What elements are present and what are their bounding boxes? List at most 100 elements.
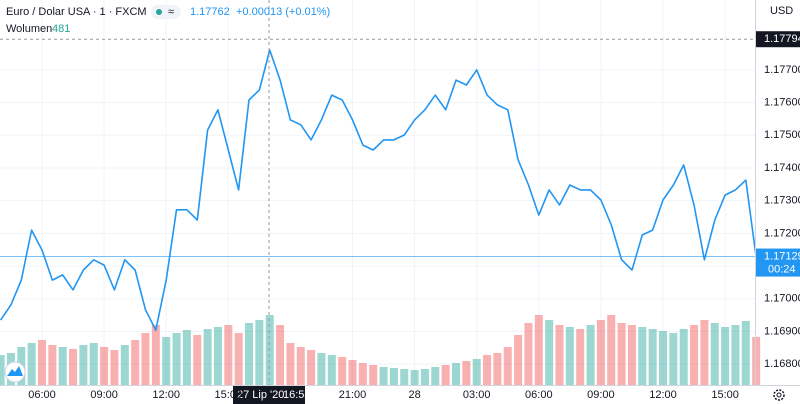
price-axis: 1.168001.169001.170001.171001.172001.173… <box>756 31 800 370</box>
volume-bar <box>534 315 543 385</box>
volume-bar <box>617 323 626 385</box>
volume-bar <box>296 347 305 385</box>
x-tick-label: 12:00 <box>152 389 180 401</box>
volume-bar <box>120 345 129 385</box>
volume-bar <box>638 327 647 385</box>
volume-bar <box>731 325 740 385</box>
volume-bar <box>431 367 440 385</box>
volume-bar <box>576 329 585 385</box>
symbol-title[interactable]: Euro / Dolar USA · 1 · FXCM <box>6 6 147 18</box>
y-tick-label: 1.17500 <box>764 129 800 141</box>
volume-bar <box>182 330 191 385</box>
volume-bar <box>255 320 264 385</box>
volume-bar <box>0 355 5 385</box>
volume-bar <box>38 340 46 385</box>
volume-bar <box>27 343 36 385</box>
volume-bar <box>596 320 605 385</box>
x-tick-label: 06:00 <box>28 389 56 401</box>
volume-bar <box>338 357 347 385</box>
crosshair-price-label: 1.17794 <box>764 33 800 45</box>
volume-bar <box>503 347 512 385</box>
y-tick-label: 1.17400 <box>764 162 800 174</box>
volume-bar <box>286 343 295 385</box>
price-line <box>0 49 757 331</box>
crosshair-time-box <box>233 386 305 404</box>
volume-bar <box>131 340 140 385</box>
y-tick-label: 1.17600 <box>764 97 800 109</box>
volume-bar <box>679 329 688 385</box>
volume-bar <box>741 321 750 385</box>
y-tick-label: 1.17700 <box>764 64 800 76</box>
volume-bar <box>389 368 398 385</box>
volume-bar <box>245 323 253 385</box>
volume-bar <box>317 353 326 385</box>
volume-bar <box>721 327 730 385</box>
x-tick-label: 06:00 <box>525 389 553 401</box>
volume-bar <box>348 360 357 385</box>
volume-bar <box>307 350 316 385</box>
gear-center <box>776 392 782 398</box>
x-tick-label: 28 <box>408 389 420 401</box>
x-tick-label: 21:00 <box>339 389 367 401</box>
volume-value: 481 <box>52 23 70 35</box>
volume-bar <box>690 325 699 385</box>
x-tick-label: 09:00 <box>90 389 118 401</box>
crosshair-time: 16:58 <box>283 389 311 401</box>
volume-bar <box>369 365 378 385</box>
volume-bar <box>276 325 285 385</box>
volume-bar <box>224 325 233 385</box>
y-tick-label: 1.16800 <box>764 358 800 370</box>
status-dot <box>156 9 162 15</box>
volume-bar <box>327 355 336 385</box>
volume-bar <box>514 335 523 385</box>
volume-bar <box>358 363 367 385</box>
status-wave: ≈ <box>168 6 174 18</box>
volume-bar <box>462 361 471 385</box>
volume-bar <box>141 333 150 385</box>
x-tick-label: 03:00 <box>463 389 491 401</box>
volume-bar <box>193 335 202 385</box>
settings-icon[interactable] <box>773 389 785 401</box>
volume-bar <box>203 329 212 385</box>
x-tick-label: 15:00 <box>215 389 243 401</box>
currency[interactable]: USD <box>770 5 793 17</box>
volume-bar <box>710 323 719 385</box>
volume-bar <box>648 329 657 385</box>
volume-bar <box>752 336 761 385</box>
x-tick-label: 12:00 <box>649 389 677 401</box>
volume-bar <box>379 367 388 385</box>
volume-bar <box>400 369 409 385</box>
volume-bar <box>452 363 460 385</box>
y-tick-label: 1.17200 <box>764 227 800 239</box>
x-tick-label: 15:00 <box>711 389 739 401</box>
volume-bar <box>545 320 554 385</box>
volume-bar <box>493 353 502 385</box>
volume-bar <box>524 323 533 385</box>
volume-bar <box>213 327 222 385</box>
volume-bar <box>410 370 419 385</box>
volume-bar <box>151 325 160 385</box>
crosshair-price-box <box>756 31 800 48</box>
volume-bar <box>79 345 88 385</box>
y-tick-label: 1.17300 <box>764 195 800 207</box>
volume-bar <box>162 337 171 385</box>
volume-bar <box>565 327 574 385</box>
last-price-box <box>756 248 800 277</box>
volume-bar <box>100 347 109 385</box>
logo[interactable] <box>4 361 26 383</box>
volume-bar <box>607 315 616 385</box>
volume-bar <box>58 347 67 385</box>
volume-bar <box>627 325 636 385</box>
volume-bar <box>265 315 274 385</box>
volume-bar <box>172 333 181 385</box>
volume-bar <box>441 365 450 385</box>
volume-bar <box>555 325 564 385</box>
last-price: 1.17762 <box>190 6 230 18</box>
volume-label: Wolumen <box>6 23 52 35</box>
countdown: 00:24 <box>768 263 796 275</box>
y-tick-label: 1.17000 <box>764 293 800 305</box>
volume-bar <box>420 369 429 385</box>
status-icons[interactable] <box>151 5 181 19</box>
volume-bar <box>472 359 481 385</box>
